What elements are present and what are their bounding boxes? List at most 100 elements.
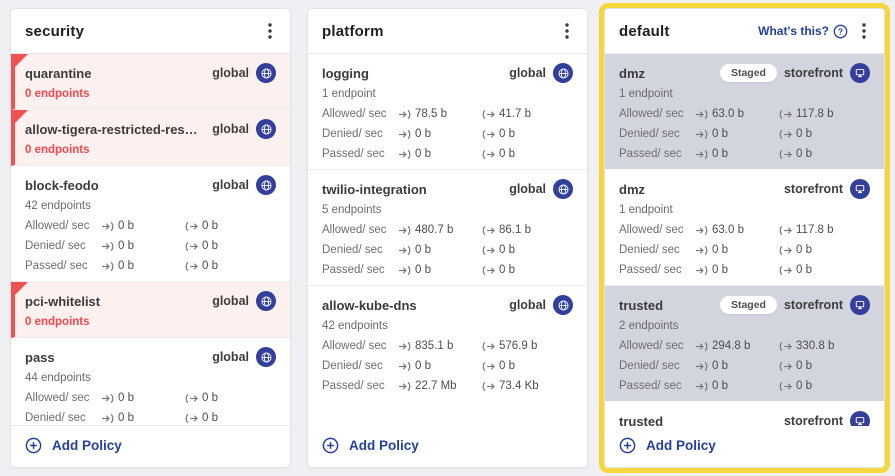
column-header: security <box>11 9 290 54</box>
policy-card[interactable]: twilio-integration global 5 endpoints Al… <box>308 170 587 286</box>
column-header: default What's this? ? <box>605 9 884 54</box>
policy-name: trusted <box>619 297 664 313</box>
ingress-value: 0 b <box>118 392 134 404</box>
ingress-icon <box>101 413 114 424</box>
scope-label: global <box>509 298 546 312</box>
policy-card[interactable]: quarantine global 0 endpoints <box>11 54 290 110</box>
policy-name: allow-kube-dns <box>322 297 417 313</box>
policy-card[interactable]: dmz storefront 1 endpoint Allowed/ sec 6… <box>605 170 884 286</box>
stat-label: Denied/ sec <box>322 360 383 372</box>
policy-column-security: security quarantine global 0 endpoints a… <box>10 8 291 468</box>
ingress-icon <box>695 225 708 236</box>
globe-icon <box>553 179 573 199</box>
egress-value: 330.8 b <box>796 340 835 352</box>
egress-icon <box>779 265 792 276</box>
egress-icon <box>779 225 792 236</box>
ingress-icon <box>101 393 114 404</box>
ingress-value: 78.5 b <box>415 108 447 120</box>
policy-card[interactable]: logging global 1 endpoint Allowed/ sec 7… <box>308 54 587 170</box>
ingress-icon <box>695 109 708 120</box>
plus-circle-icon <box>25 437 42 454</box>
egress-value: 0 b <box>796 380 812 392</box>
stat-row: Allowed/ sec 294.8 b 330.8 b <box>619 339 870 353</box>
policy-name: twilio-integration <box>322 181 427 197</box>
policy-name: dmz <box>619 65 645 81</box>
column-menu-button[interactable] <box>561 21 573 41</box>
ingress-icon <box>695 341 708 352</box>
ingress-value: 835.1 b <box>415 340 454 352</box>
egress-value: 0 b <box>202 220 218 232</box>
egress-icon <box>779 361 792 372</box>
add-policy-label: Add Policy <box>52 438 122 453</box>
ingress-icon <box>101 241 114 252</box>
egress-value: 0 b <box>796 148 812 160</box>
card-list: dmz Staged storefront 1 endpoint Allowed… <box>605 54 884 426</box>
policy-card[interactable]: pci-whitelist global 0 endpoints <box>11 282 290 338</box>
policy-card[interactable]: pass global 44 endpoints Allowed/ sec 0 … <box>11 338 290 425</box>
scope-label: storefront <box>783 182 843 196</box>
column-menu-button[interactable] <box>264 21 276 41</box>
egress-icon <box>482 225 495 236</box>
egress-icon <box>482 381 495 392</box>
scope-label: global <box>212 350 249 364</box>
egress-icon <box>779 109 792 120</box>
egress-value: 117.8 b <box>796 108 834 120</box>
stat-row: Passed/ sec 0 b 0 b <box>619 147 870 161</box>
policy-card[interactable]: allow-tigera-restricted-resources global… <box>11 110 290 166</box>
stat-row: Passed/ sec 0 b 0 b <box>25 259 276 273</box>
policy-card[interactable]: dmz Staged storefront 1 endpoint Allowed… <box>605 54 884 170</box>
policy-card[interactable]: block-feodo global 42 endpoints Allowed/… <box>11 166 290 282</box>
stat-label: Allowed/ sec <box>322 108 387 120</box>
policy-name: logging <box>322 65 369 81</box>
egress-value: 117.8 b <box>796 224 834 236</box>
column-menu-button[interactable] <box>858 21 870 41</box>
stat-row: Denied/ sec 0 b 0 b <box>619 359 870 373</box>
policy-name: block-feodo <box>25 177 99 193</box>
whats-this-link[interactable]: What's this? ? <box>758 24 848 39</box>
policy-name: quarantine <box>25 65 92 81</box>
egress-value: 0 b <box>499 244 515 256</box>
egress-icon <box>185 221 198 232</box>
ingress-icon <box>398 361 411 372</box>
stat-label: Denied/ sec <box>619 244 680 256</box>
ingress-value: 0 b <box>415 360 431 372</box>
globe-icon <box>553 63 573 83</box>
policy-card[interactable]: allow-kube-dns global 42 endpoints Allow… <box>308 286 587 401</box>
policy-name: dmz <box>619 181 645 197</box>
scope-label: global <box>212 294 249 308</box>
add-policy-button[interactable]: Add Policy <box>322 437 419 454</box>
egress-icon <box>482 361 495 372</box>
column-title: platform <box>322 22 384 40</box>
stat-label: Denied/ sec <box>619 128 680 140</box>
egress-icon <box>779 245 792 256</box>
ingress-icon <box>398 129 411 140</box>
endpoint-count: 0 endpoints <box>25 88 90 100</box>
stat-label: Allowed/ sec <box>322 224 387 236</box>
egress-value: 86.1 b <box>499 224 531 236</box>
scope-label: storefront <box>783 66 843 80</box>
policy-name: trusted <box>619 413 664 427</box>
stat-label: Passed/ sec <box>619 148 682 160</box>
add-policy-label: Add Policy <box>646 438 716 453</box>
ingress-value: 22.7 Mb <box>415 380 457 392</box>
staged-badge: Staged <box>719 64 777 82</box>
stat-label: Allowed/ sec <box>322 340 387 352</box>
stat-row: Allowed/ sec 0 b 0 b <box>25 219 276 233</box>
stat-row: Allowed/ sec 480.7 b 86.1 b <box>322 223 573 237</box>
endpoint-count: 5 endpoints <box>322 204 382 216</box>
column-header: platform <box>308 9 587 54</box>
stat-label: Denied/ sec <box>25 240 86 252</box>
scope-label: global <box>212 122 249 136</box>
add-policy-button[interactable]: Add Policy <box>25 437 122 454</box>
stat-row: Denied/ sec 0 b 0 b <box>322 243 573 257</box>
endpoint-count: 1 endpoint <box>619 204 673 216</box>
column-title: default <box>619 22 670 40</box>
add-policy-button[interactable]: Add Policy <box>619 437 716 454</box>
globe-icon <box>553 295 573 315</box>
globe-icon <box>256 63 276 83</box>
policy-card[interactable]: trusted storefront <box>605 402 884 426</box>
scope-label: global <box>212 178 249 192</box>
ingress-icon <box>398 265 411 276</box>
stat-row: Denied/ sec 0 b 0 b <box>25 239 276 253</box>
policy-card[interactable]: trusted Staged storefront 2 endpoints Al… <box>605 286 884 402</box>
